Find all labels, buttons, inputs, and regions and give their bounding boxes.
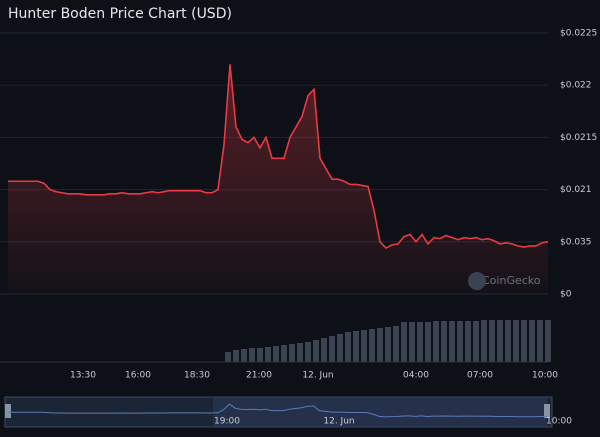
- volume-bar: [441, 321, 447, 362]
- volume-bar: [281, 345, 287, 362]
- volume-bar: [337, 334, 343, 362]
- volume-bar: [377, 328, 383, 362]
- volume-bar: [529, 320, 535, 362]
- x-tick-label: 21:00: [246, 371, 272, 381]
- navigator-window[interactable]: [213, 397, 547, 427]
- volume-bar: [473, 321, 479, 362]
- x-tick-label: 04:00: [403, 371, 429, 381]
- volume-bar: [233, 350, 239, 362]
- volume-bar: [409, 322, 415, 362]
- x-tick-label: 10:00: [532, 371, 558, 381]
- volume-bar: [417, 322, 423, 362]
- volume-bar: [401, 322, 407, 362]
- navigator-label: 10:00: [546, 417, 572, 427]
- volume-bar: [305, 342, 311, 362]
- volume-bar: [433, 321, 439, 362]
- y-tick-label: $0.022: [560, 81, 592, 91]
- volume-bar: [481, 320, 487, 362]
- volume-bar: [345, 332, 351, 362]
- watermark: CoinGecko: [482, 274, 541, 287]
- volume-bar: [545, 320, 551, 362]
- volume-bar: [265, 347, 271, 362]
- volume-bar: [369, 329, 375, 362]
- y-tick-label: $0.021: [560, 185, 592, 195]
- y-tick-label: $0.035: [560, 237, 592, 247]
- volume-bar: [361, 330, 367, 362]
- volume-bar: [225, 352, 231, 362]
- volume-bar: [353, 331, 359, 362]
- volume-bar: [313, 340, 319, 362]
- volume-bar: [321, 338, 327, 362]
- volume-bar: [449, 321, 455, 362]
- x-tick-label: 07:00: [467, 371, 493, 381]
- volume-bar: [241, 349, 247, 362]
- volume-bar: [425, 322, 431, 362]
- volume-bar: [521, 320, 527, 362]
- x-tick-label: 18:30: [184, 371, 210, 381]
- volume-bar: [385, 327, 391, 362]
- volume-bar: [297, 343, 303, 362]
- chart-title: Hunter Boden Price Chart (USD): [8, 6, 232, 22]
- volume-bar: [393, 326, 399, 362]
- price-line: [8, 64, 549, 250]
- volume-bar: [537, 320, 543, 362]
- volume-bar: [329, 336, 335, 362]
- x-tick-label: 13:30: [70, 371, 96, 381]
- volume-bar: [505, 320, 511, 362]
- volume-bar: [249, 348, 255, 362]
- volume-bar: [289, 344, 295, 362]
- x-tick-label: 16:00: [125, 371, 151, 381]
- navigator-handle[interactable]: [544, 404, 550, 418]
- navigator-label: 12. Jun: [323, 417, 354, 427]
- volume-bar: [457, 321, 463, 362]
- navigator-line: [8, 403, 548, 418]
- navigator-handle[interactable]: [5, 404, 11, 418]
- y-tick-label: $0.0225: [560, 29, 597, 39]
- watermark-logo: [468, 272, 486, 290]
- y-tick-label: $0.0215: [560, 133, 597, 143]
- volume-bar: [489, 320, 495, 362]
- volume-bar: [273, 346, 279, 362]
- area: [8, 64, 548, 294]
- volume-bar: [497, 320, 503, 362]
- volume-bar: [513, 320, 519, 362]
- y-tick-label: $0: [560, 290, 572, 300]
- x-tick-label: 12. Jun: [302, 371, 333, 381]
- navigator-label: 19:00: [214, 417, 240, 427]
- volume-bar: [465, 321, 471, 362]
- volume-bar: [257, 348, 263, 362]
